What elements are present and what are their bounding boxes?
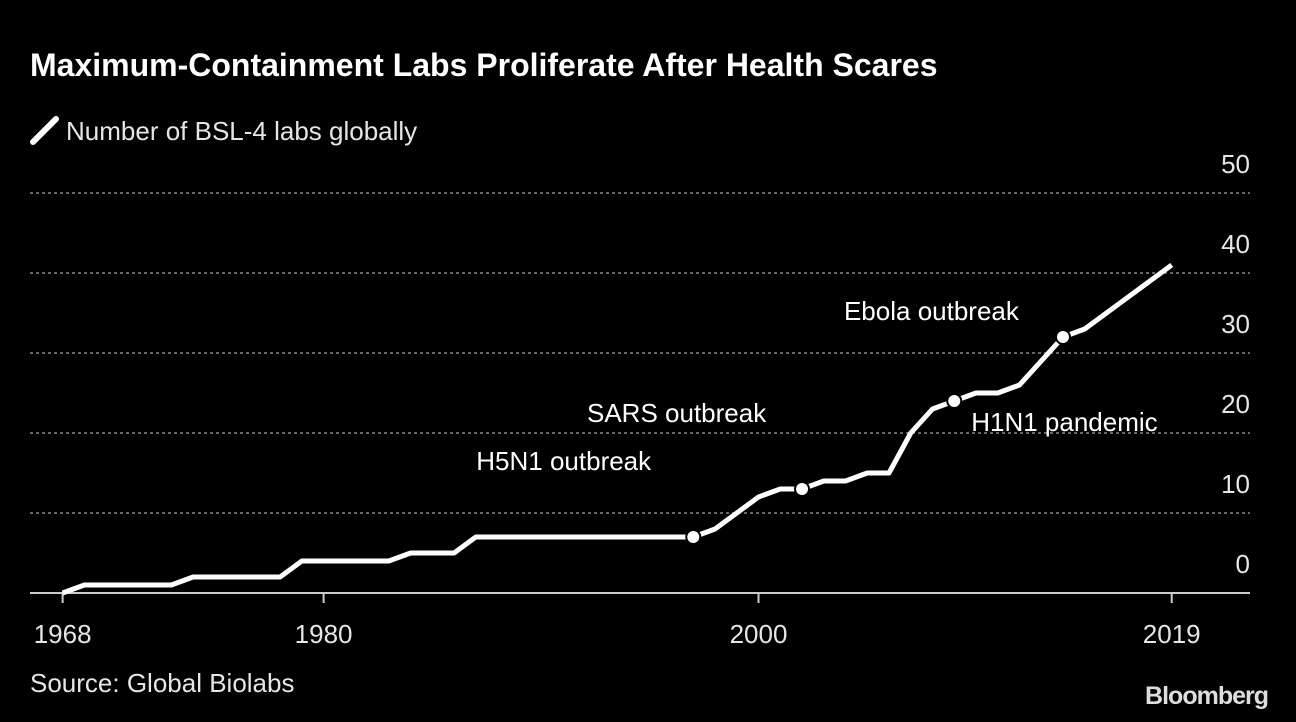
y-tick-label: 0 [1236,549,1250,579]
x-tick-label: 1980 [295,619,353,649]
data-line [61,262,1174,596]
y-tick-label: 10 [1221,469,1250,499]
x-tick-label: 2019 [1143,619,1201,649]
source: Source: Global Biolabs [30,668,294,698]
legend-label: Number of BSL-4 labs globally [66,116,417,146]
annotation-marker [946,393,963,409]
annotation-label: SARS outbreak [587,398,767,428]
annotation-marker [685,529,702,545]
annotation-marker [1054,329,1071,345]
annotation-label: H1N1 pandemic [971,407,1157,437]
annotation-label: Ebola outbreak [844,296,1020,326]
y-tick-label: 40 [1221,229,1250,259]
x-tick-label: 1968 [34,619,92,649]
annotation-marker [794,481,811,497]
legend-swatch [30,116,59,145]
y-tick-label: 20 [1221,389,1250,419]
y-tick-label: 30 [1221,309,1250,339]
chart-title: Maximum-Containment Labs Proliferate Aft… [30,47,937,83]
brand-logo: Bloomberg [1145,682,1268,710]
y-tick-label: 50 [1221,149,1250,179]
annotation-label: H5N1 outbreak [476,446,652,476]
x-tick-label: 2000 [730,619,788,649]
